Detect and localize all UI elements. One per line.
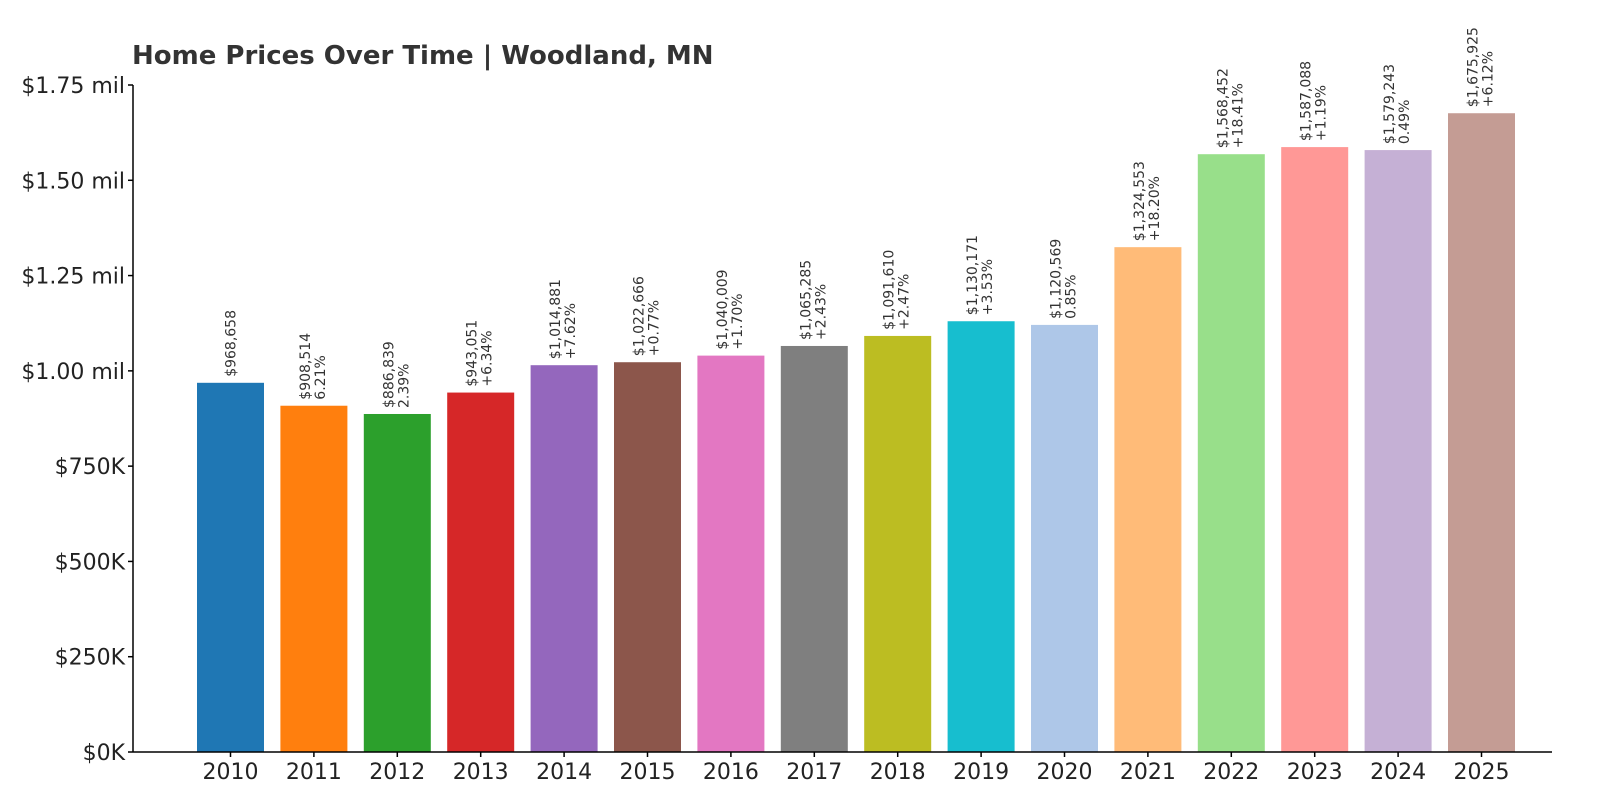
value-label-2013: $943,051 <box>465 320 481 387</box>
bar-2015 <box>614 362 681 752</box>
y-tick-label: $0K <box>83 741 126 766</box>
bar-2021 <box>1114 247 1182 752</box>
chart-title: Home Prices Over Time | Woodland, MN <box>132 41 714 71</box>
bar-2024 <box>1364 150 1432 752</box>
change-label-2017: +2.43% <box>813 284 829 340</box>
x-tick-label-2016: 2016 <box>703 760 759 785</box>
x-tick-label-2010: 2010 <box>203 760 259 785</box>
change-label-2014: +7.62% <box>563 303 579 359</box>
change-label-2019: +3.53% <box>980 259 996 315</box>
change-label-2025: +6.12% <box>1481 51 1497 107</box>
bar-2012 <box>363 413 431 752</box>
y-tick-label: $250K <box>55 646 126 671</box>
x-tick-label-2021: 2021 <box>1120 760 1176 785</box>
value-label-2012: $886,839 <box>381 341 397 408</box>
change-label-2011: 6.21% <box>313 355 329 399</box>
value-label-2010: $968,658 <box>224 310 240 377</box>
value-label-2011: $908,514 <box>298 333 314 400</box>
value-label-2020: $1,120,569 <box>1049 239 1065 319</box>
value-label-2019: $1,130,171 <box>965 235 981 315</box>
value-label-2017: $1,065,285 <box>798 260 814 340</box>
value-label-2025: $1,675,925 <box>1466 27 1482 107</box>
bar-2010 <box>197 382 264 752</box>
change-label-2020: 0.85% <box>1064 274 1080 318</box>
change-label-2021: +18.20% <box>1147 176 1163 241</box>
bar-2018 <box>864 335 932 752</box>
value-label-2015: $1,022,666 <box>632 276 648 356</box>
change-label-2024: 0.49% <box>1397 100 1413 144</box>
value-label-2018: $1,091,610 <box>882 250 898 330</box>
bar-2020 <box>1031 324 1098 752</box>
bar-2022 <box>1197 154 1265 752</box>
y-axis: $0K $250K $500K $750K $1.00 mil $1.25 mil $1.5… <box>21 74 134 766</box>
bar-2023 <box>1281 147 1349 753</box>
value-label-2024: $1,579,243 <box>1382 64 1398 144</box>
change-label-2022: +18.41% <box>1230 83 1246 148</box>
change-label-2018: +2.47% <box>897 274 913 330</box>
x-tick-label-2014: 2014 <box>536 760 592 785</box>
x-tick-label-2018: 2018 <box>870 760 926 785</box>
x-tick-label-2012: 2012 <box>369 760 425 785</box>
bar-2025 <box>1448 113 1515 753</box>
y-tick-label: $1.25 mil <box>21 265 125 290</box>
value-label-2016: $1,040,009 <box>715 269 731 349</box>
x-tick-label-2025: 2025 <box>1454 760 1510 785</box>
value-label-2014: $1,014,881 <box>548 279 564 359</box>
y-tick-label: $1.50 mil <box>21 169 125 194</box>
change-label-2016: +1.70% <box>730 293 746 349</box>
y-tick-label: $750K <box>55 455 126 480</box>
x-tick-label-2013: 2013 <box>453 760 509 785</box>
value-label-2023: $1,587,088 <box>1299 61 1315 141</box>
value-label-2022: $1,568,452 <box>1215 68 1231 148</box>
value-label-2021: $1,324,553 <box>1132 161 1148 241</box>
bar-2011 <box>280 405 348 752</box>
x-tick-label-2023: 2023 <box>1287 760 1343 785</box>
y-tick-label: $1.75 mil <box>21 74 125 99</box>
change-label-2023: +1.19% <box>1314 85 1330 141</box>
x-tick-label-2011: 2011 <box>286 760 342 785</box>
bar-2014 <box>530 365 598 752</box>
x-tick-label-2019: 2019 <box>953 760 1009 785</box>
x-tick-label-2024: 2024 <box>1370 760 1426 785</box>
bar-2019 <box>947 321 1015 752</box>
y-tick-label: $500K <box>55 550 126 575</box>
bars-group <box>197 113 1515 753</box>
x-tick-label-2017: 2017 <box>786 760 842 785</box>
change-label-2012: 2.39% <box>396 364 412 408</box>
data-labels-group: $968,658 $908,514 6.21% $886,839 2.39% $943,0… <box>224 27 1497 408</box>
y-tick-label: $1.00 mil <box>21 360 125 385</box>
bar-2013 <box>447 392 515 752</box>
x-tick-label-2015: 2015 <box>620 760 676 785</box>
x-tick-label-2020: 2020 <box>1037 760 1093 785</box>
bar-2017 <box>780 345 848 752</box>
x-tick-label-2022: 2022 <box>1203 760 1259 785</box>
change-label-2015: +0.77% <box>647 300 663 356</box>
bar-2016 <box>697 355 765 752</box>
change-label-2013: +6.34% <box>480 330 496 386</box>
x-axis: 2010 2011 2012 2013 2014 2015 2016 2017 2018 2019… <box>133 751 1552 785</box>
